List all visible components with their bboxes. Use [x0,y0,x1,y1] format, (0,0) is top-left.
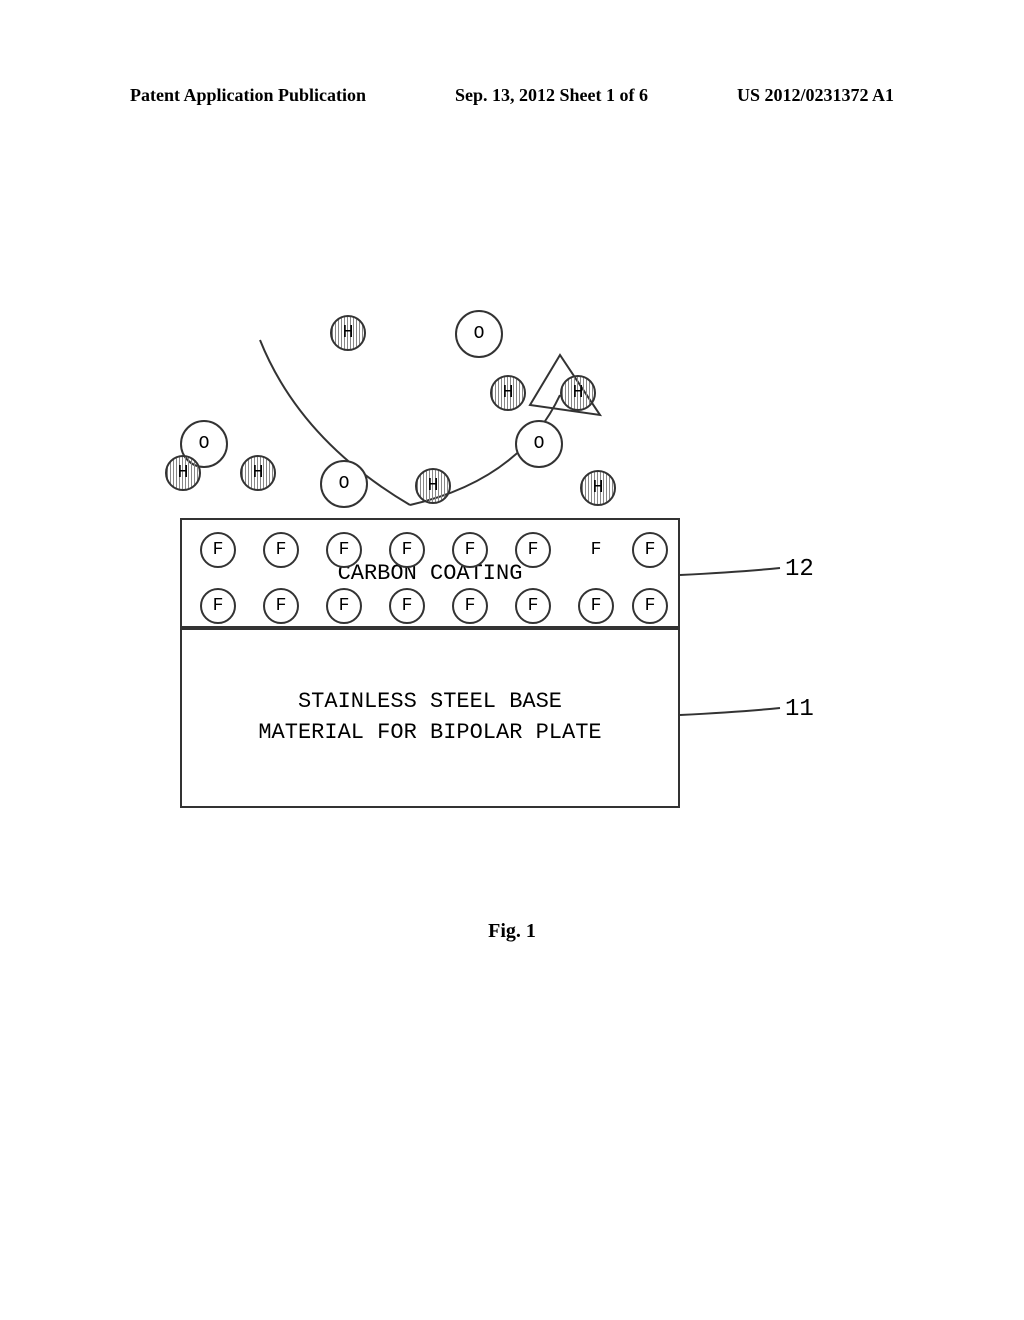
h-atom [560,375,596,411]
f-atom: F [200,588,236,624]
f-atom: F [263,532,299,568]
f-atom: F [632,588,668,624]
f-atom: F [263,588,299,624]
h-atom [330,315,366,351]
h-atom [490,375,526,411]
coating-label: CARBON COATING [338,561,523,586]
base-material-box: STAINLESS STEEL BASE MATERIAL FOR BIPOLA… [180,628,680,808]
f-atom: F [200,532,236,568]
f-atom: F [578,532,614,568]
h-atom [165,455,201,491]
figure-1-diagram: OOOO CARBON COATING STAINLESS STEEL BASE… [180,300,840,860]
h-atom [415,468,451,504]
leader-12-curve [680,568,780,575]
ref-number-12: 12 [785,556,814,583]
f-atom: F [632,532,668,568]
f-atom: F [452,588,488,624]
f-atom: F [326,532,362,568]
header-publication: Patent Application Publication [130,85,366,106]
f-atom: F [452,532,488,568]
o-atom: O [455,310,503,358]
f-atom: F [578,588,614,624]
h-atom [240,455,276,491]
h-atom [580,470,616,506]
header-date-sheet: Sep. 13, 2012 Sheet 1 of 6 [455,85,648,106]
f-atom: F [389,588,425,624]
figure-caption: Fig. 1 [0,920,1024,943]
page-header: Patent Application Publication Sep. 13, … [0,85,1024,106]
header-pub-number: US 2012/0231372 A1 [737,85,894,106]
base-label-line2: MATERIAL FOR BIPOLAR PLATE [258,718,601,749]
o-atom: O [515,420,563,468]
o-atom: O [320,460,368,508]
leader-11-curve [680,708,780,715]
base-label-line1: STAINLESS STEEL BASE [298,687,562,718]
f-atom: F [515,532,551,568]
f-atom: F [515,588,551,624]
f-atom: F [389,532,425,568]
f-atom: F [326,588,362,624]
ref-number-11: 11 [785,696,814,723]
